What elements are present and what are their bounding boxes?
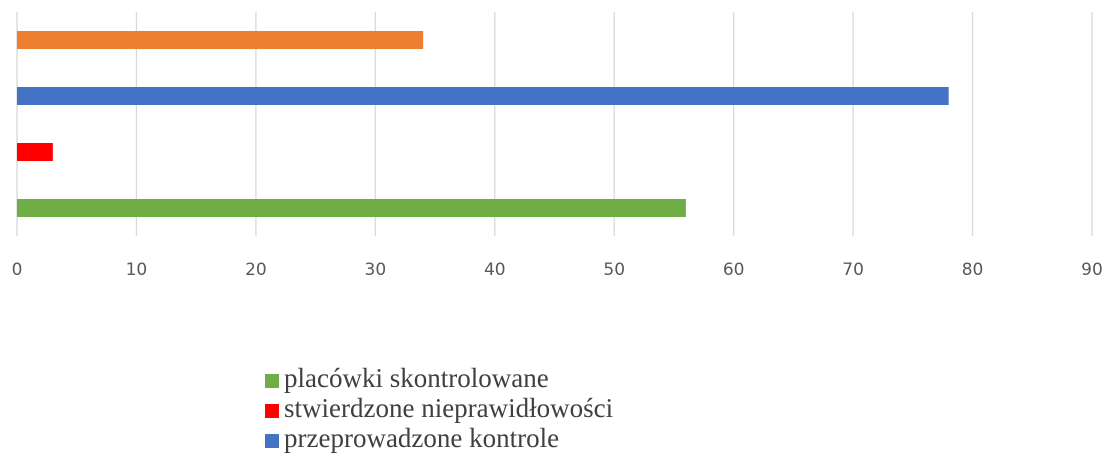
legend-swatch — [265, 434, 279, 448]
legend-swatch — [265, 374, 279, 388]
legend-swatch — [265, 404, 279, 418]
x-tick-label: 70 — [842, 260, 864, 280]
x-tick-label: 0 — [12, 260, 23, 280]
bar — [17, 199, 686, 217]
x-tick-label: 50 — [603, 260, 625, 280]
bar — [17, 31, 424, 49]
x-tick-label: 80 — [962, 260, 984, 280]
legend-label: stwierdzone nieprawidłowości — [284, 393, 613, 423]
bar — [17, 143, 53, 161]
legend-label: przeprowadzone kontrole — [284, 423, 559, 453]
x-tick-label: 30 — [365, 260, 387, 280]
x-tick-label: 90 — [1081, 260, 1103, 280]
x-tick-label: 40 — [484, 260, 506, 280]
x-tick-label: 20 — [245, 260, 267, 280]
x-tick-label: 60 — [723, 260, 745, 280]
x-tick-label: 10 — [126, 260, 148, 280]
bar — [17, 87, 949, 105]
legend-label: placówki skontrolowane — [284, 363, 549, 393]
